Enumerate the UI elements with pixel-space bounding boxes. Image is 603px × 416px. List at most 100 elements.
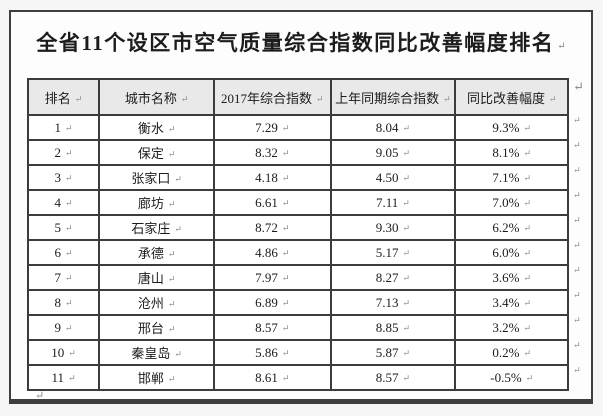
cell-index-prev-year: 4.50 ↵ [329, 164, 457, 191]
cell-index-2017: 4.18 ↵ [213, 164, 332, 191]
cell-index-prev-year-value: 5.17 [375, 244, 399, 260]
paragraph-return-mark: ↵ [174, 174, 182, 184]
cell-improvement: 7.1% ↵ [454, 164, 570, 191]
cell-index-2017-value: 4.18 [255, 169, 278, 185]
column-header: 上年同期综合指数 ↵ [329, 78, 457, 116]
paragraph-return-mark: ↵ [523, 197, 532, 208]
cell-index-prev-year: 8.85 ↵ [329, 314, 457, 341]
cell-city-value: 秦皇岛 [131, 346, 171, 361]
paragraph-return-mark: ↵ [281, 347, 290, 358]
air-quality-ranking-table: 排名 ↵ 城市名称 ↵ 2017年综合指数 ↵ 上年同期综合指数 ↵ 同比改善幅度 ↵ ↵ 1 ↵ 衡水… [26, 78, 591, 391]
paragraph-return-mark: ↵ [65, 147, 73, 158]
cell-improvement-value: 9.3% [492, 119, 520, 135]
cell-index-prev-year-value: 9.05 [375, 144, 399, 160]
paragraph-return-mark: ↵ [402, 297, 411, 308]
cell-index-2017: 8.61 ↵ [213, 364, 332, 391]
cell-improvement-value: -0.5% [490, 369, 522, 385]
row-end-mark: ↵ [573, 365, 581, 375]
paragraph-return-mark: ↵ [74, 93, 83, 104]
paragraph-return-mark: ↵ [167, 274, 176, 284]
paragraph-return-mark: ↵ [525, 372, 534, 383]
cell-index-2017-value: 6.89 [255, 294, 278, 310]
cell-improvement-value: 3.2% [492, 319, 520, 335]
cell-improvement: 3.4% ↵ [454, 289, 570, 316]
table-row: 5 ↵ 石家庄 ↵ 8.72 ↵ 9.30 ↵ 6.2% ↵ ↵ [26, 214, 590, 241]
document-title-text: 全省11个设区市空气质量综合指数同比改善幅度排名 [36, 31, 555, 55]
table-row: 9 ↵ 邢台 ↵ 8.57 ↵ 8.85 ↵ 3.2% ↵ ↵ [26, 314, 590, 341]
cell-city: 廊坊 ↵ [98, 189, 216, 216]
cell-rank: 5 ↵ [26, 214, 101, 241]
paragraph-return-mark: ↵ [402, 172, 411, 183]
cell-rank-value: 11 [51, 369, 65, 385]
cell-index-prev-year-value: 5.87 [375, 344, 399, 360]
paragraph-return-mark: ↵ [281, 222, 290, 233]
paragraph-return-mark: ↵ [402, 122, 411, 133]
table-row: 10 ↵ 秦皇岛 ↵ 5.86 ↵ 5.87 ↵ 0.2% ↵ ↵ [26, 339, 590, 366]
paragraph-return-mark: ↵ [281, 122, 290, 133]
cell-improvement-value: 6.2% [492, 219, 520, 235]
cell-improvement: -0.5% ↵ [454, 364, 570, 391]
paragraph-return-mark: ↵ [167, 324, 176, 334]
cell-city-value: 邢台 [137, 321, 164, 336]
paragraph-return-mark: ↵ [174, 349, 182, 359]
cell-improvement: 3.2% ↵ [454, 314, 570, 341]
paragraph-return-mark: ↵ [167, 124, 176, 134]
paragraph-return-mark: ↵ [402, 222, 411, 233]
table-row: 4 ↵ 廊坊 ↵ 6.61 ↵ 7.11 ↵ 7.0% ↵ ↵ [26, 189, 590, 216]
cell-index-2017-value: 6.61 [255, 194, 278, 210]
paragraph-return-mark: ↵ [281, 247, 290, 258]
cell-index-prev-year: 8.04 ↵ [329, 114, 457, 141]
cell-rank: 7 ↵ [26, 264, 101, 291]
cell-city: 石家庄 ↵ [98, 214, 216, 241]
cell-index-prev-year: 8.27 ↵ [329, 264, 457, 291]
cell-index-2017-value: 4.86 [255, 244, 278, 260]
cell-index-2017: 6.61 ↵ [213, 189, 332, 216]
cell-improvement: 9.3% ↵ [454, 114, 570, 141]
cell-rank: 3 ↵ [26, 164, 101, 191]
cell-rank: 8 ↵ [26, 289, 101, 316]
cell-rank-value: 9 [54, 319, 62, 335]
paragraph-return-mark: ↵ [402, 372, 411, 383]
cell-improvement-value: 7.0% [492, 194, 520, 210]
column-header-label: 2017年综合指数 [221, 90, 313, 106]
row-end-mark: ↵ [573, 215, 581, 225]
paragraph-return-mark: ↵ [402, 322, 411, 333]
cell-city: 邯郸 ↵ [98, 364, 216, 391]
paragraph-return-mark: ↵ [281, 322, 290, 333]
cell-city: 保定 ↵ [98, 139, 216, 166]
cell-index-2017: 8.72 ↵ [213, 214, 332, 241]
cell-index-2017-value: 5.86 [255, 344, 278, 360]
cell-improvement: 8.1% ↵ [454, 139, 570, 166]
cell-rank-value: 7 [54, 269, 62, 285]
cell-city: 秦皇岛 ↵ [98, 339, 216, 366]
cell-city-value: 衡水 [137, 121, 164, 136]
cell-index-prev-year: 9.30 ↵ [329, 214, 457, 241]
cell-improvement: 3.6% ↵ [454, 264, 570, 291]
paragraph-return-mark: ↵ [167, 249, 176, 259]
cell-rank: 2 ↵ [26, 139, 101, 166]
paragraph-return-mark: ↵ [65, 172, 73, 183]
cell-city-value: 邯郸 [137, 371, 164, 386]
cell-index-prev-year-value: 8.57 [375, 369, 399, 385]
cell-city: 张家口 ↵ [98, 164, 216, 191]
paragraph-return-mark: ↵ [523, 122, 532, 133]
cell-city: 唐山 ↵ [98, 264, 216, 291]
paragraph-return-mark: ↵ [523, 247, 532, 258]
paragraph-return-mark: ↵ [281, 197, 290, 208]
cell-index-prev-year: 5.17 ↵ [329, 239, 457, 266]
row-end-mark: ↵ [573, 140, 581, 150]
cell-rank-value: 6 [54, 244, 62, 260]
column-header: 排名 ↵ [26, 78, 101, 116]
cell-rank: 10 ↵ [26, 339, 101, 366]
cell-rank: 4 ↵ [26, 189, 101, 216]
cell-improvement: 6.0% ↵ [454, 239, 570, 266]
cell-index-2017: 5.86 ↵ [213, 339, 332, 366]
cell-improvement-value: 7.1% [492, 169, 520, 185]
cell-rank-value: 5 [54, 219, 62, 235]
cell-index-prev-year-value: 7.13 [375, 294, 399, 310]
cell-index-prev-year-value: 9.30 [375, 219, 399, 235]
row-end-mark: ↵ [573, 115, 581, 125]
cell-index-2017: 4.86 ↵ [213, 239, 332, 266]
column-header-label: 上年同期综合指数 [335, 90, 440, 106]
column-header-label: 排名 [44, 90, 71, 106]
